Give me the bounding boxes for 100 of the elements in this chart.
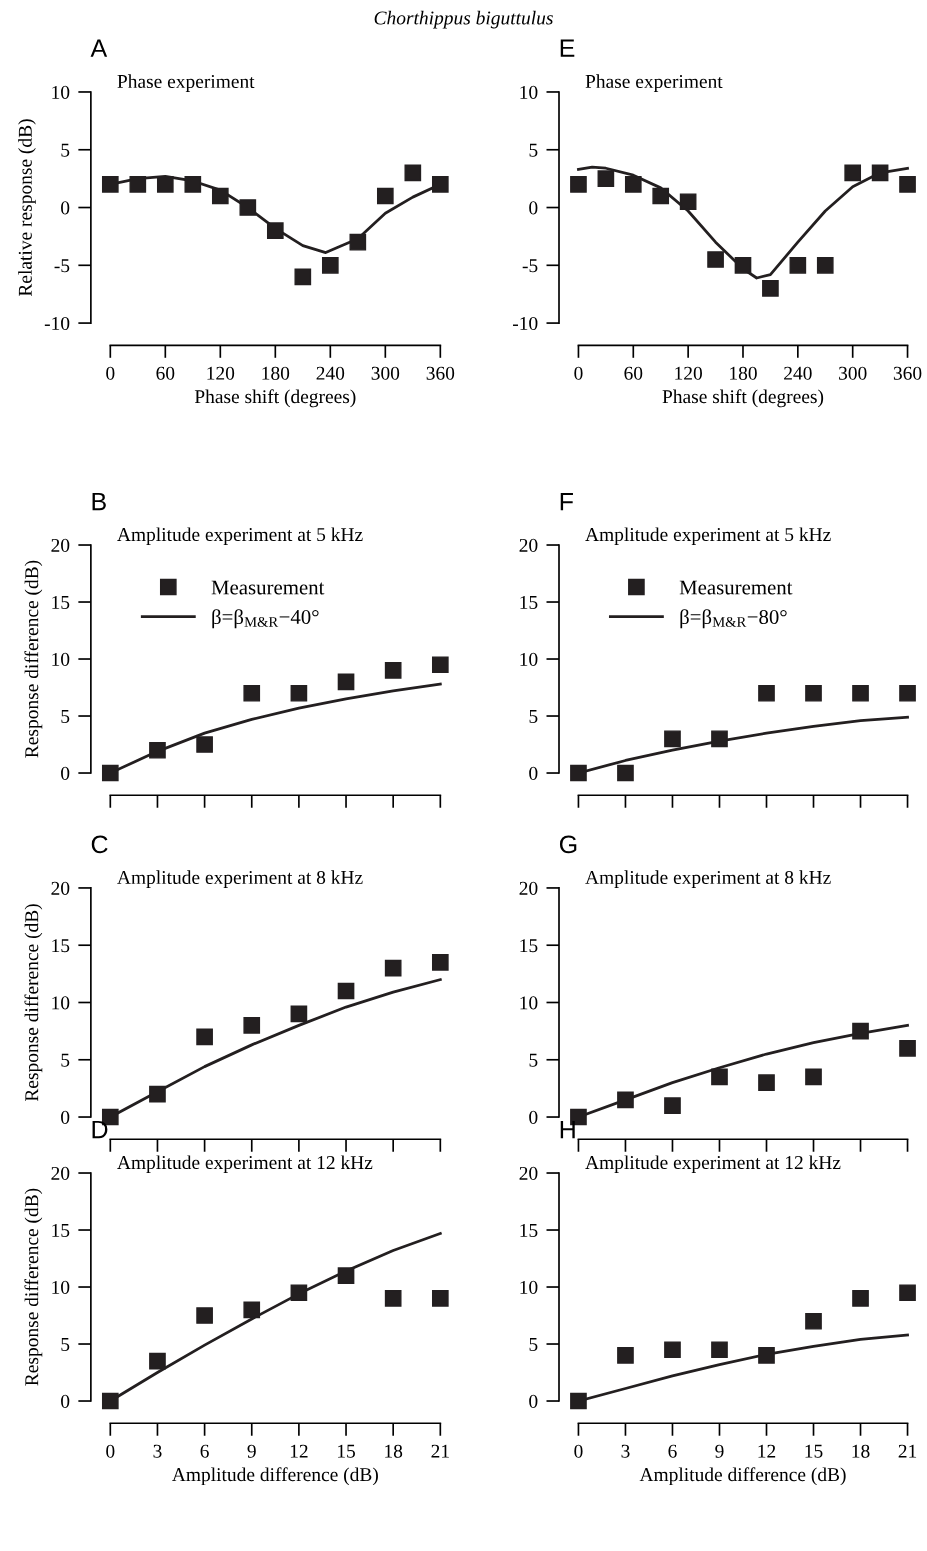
x-tick-label: 240 bbox=[316, 366, 345, 380]
x-tick-label: 12 bbox=[758, 1444, 776, 1458]
x-tick-label: 360 bbox=[426, 366, 455, 380]
x-tick-label: 18 bbox=[852, 1444, 870, 1458]
point bbox=[871, 164, 889, 182]
point bbox=[617, 764, 634, 782]
point bbox=[664, 1341, 681, 1359]
point bbox=[337, 1267, 355, 1284]
point bbox=[762, 280, 779, 297]
x-tick-label: 9 bbox=[715, 1444, 724, 1458]
chart-title: Amplitude experiment at 5 kHz bbox=[585, 527, 831, 546]
point bbox=[376, 187, 394, 205]
y-tick-label: 0 bbox=[529, 1394, 538, 1408]
y-tick-label: -10 bbox=[512, 316, 538, 331]
point bbox=[239, 199, 257, 216]
y-tick-label: 0 bbox=[529, 766, 538, 780]
x-tick-label: 6 bbox=[200, 1444, 209, 1458]
x-tick-label: 12 bbox=[290, 1444, 308, 1458]
y-tick-label: 15 bbox=[52, 939, 70, 953]
y-axis-title: Relative response (dB) bbox=[18, 119, 36, 297]
point bbox=[184, 176, 202, 193]
legend-label: β=β$_{M&R}$−40° bbox=[212, 609, 319, 629]
x-axis-title: Phase shift (degrees) bbox=[194, 389, 356, 408]
chart-title: Amplitude experiment at 8 kHz bbox=[585, 870, 831, 888]
text: H bbox=[560, 1120, 575, 1139]
point bbox=[899, 176, 916, 193]
legend-label: β=β$_{M&R}$−80° bbox=[680, 609, 787, 629]
point bbox=[570, 1392, 587, 1410]
point bbox=[290, 1005, 308, 1023]
y-tick-label: 15 bbox=[52, 595, 70, 609]
y-tick-label: 0 bbox=[61, 201, 70, 215]
point bbox=[129, 176, 147, 193]
point bbox=[899, 1284, 916, 1302]
point bbox=[243, 1017, 261, 1034]
point bbox=[805, 684, 822, 702]
x-tick-label: 180 bbox=[730, 366, 757, 380]
y-tick-label: 20 bbox=[519, 1166, 538, 1180]
point bbox=[789, 256, 807, 274]
text: C bbox=[91, 835, 108, 854]
y-tick-label: 5 bbox=[529, 143, 538, 157]
point bbox=[570, 176, 587, 193]
y-tick-label: 15 bbox=[52, 1223, 70, 1237]
point bbox=[156, 176, 174, 193]
point bbox=[404, 164, 422, 182]
point bbox=[243, 1301, 261, 1319]
point bbox=[290, 1284, 308, 1302]
y-tick-label: 0 bbox=[529, 1110, 538, 1124]
point bbox=[852, 1022, 869, 1040]
y-tick-label: -10 bbox=[44, 316, 70, 331]
point bbox=[101, 176, 119, 193]
point bbox=[805, 1312, 822, 1330]
y-tick-label: 20 bbox=[519, 538, 538, 552]
text: B bbox=[92, 493, 106, 511]
y-tick-label: 0 bbox=[529, 201, 538, 215]
text: G bbox=[559, 835, 577, 854]
x-tick-label: 15 bbox=[805, 1444, 823, 1458]
y-tick-label: 20 bbox=[51, 881, 70, 895]
y-tick-label: 0 bbox=[61, 766, 70, 780]
point bbox=[899, 684, 916, 702]
x-axis-title: Amplitude difference (dB) bbox=[639, 1467, 846, 1486]
x-tick-label: 360 bbox=[893, 366, 922, 380]
point bbox=[290, 684, 308, 702]
point bbox=[431, 656, 449, 674]
point bbox=[664, 730, 681, 748]
point bbox=[431, 954, 449, 971]
y-tick-label: 10 bbox=[52, 996, 70, 1010]
x-tick-label: 240 bbox=[784, 366, 812, 380]
point bbox=[707, 251, 724, 268]
y-tick-label: 0 bbox=[61, 1394, 70, 1408]
point bbox=[349, 233, 367, 251]
x-tick-label: 0 bbox=[106, 1444, 115, 1458]
chart-title: Amplitude experiment at 5 kHz bbox=[117, 527, 363, 546]
y-tick-label: 5 bbox=[61, 710, 70, 723]
y-tick-label: 10 bbox=[52, 652, 70, 666]
point bbox=[758, 1074, 775, 1092]
x-tick-label: 9 bbox=[247, 1444, 256, 1458]
point bbox=[337, 673, 355, 691]
y-tick-label: 10 bbox=[520, 1280, 538, 1294]
y-tick-label: 5 bbox=[61, 143, 70, 157]
y-tick-label: 10 bbox=[520, 85, 538, 99]
y-tick-label: 10 bbox=[520, 652, 538, 666]
point bbox=[899, 1039, 916, 1057]
y-tick-label: 5 bbox=[529, 1338, 538, 1351]
point bbox=[597, 170, 615, 187]
y-tick-label: 10 bbox=[520, 996, 538, 1010]
point bbox=[711, 1341, 728, 1359]
x-tick-label: 6 bbox=[668, 1444, 677, 1458]
point bbox=[149, 741, 166, 759]
y-tick-label: 10 bbox=[52, 1280, 70, 1294]
point bbox=[384, 1290, 402, 1307]
point bbox=[805, 1068, 822, 1086]
point bbox=[149, 1085, 166, 1103]
y-tick-label: 20 bbox=[51, 538, 70, 552]
x-axis-title: Amplitude difference (dB) bbox=[172, 1467, 378, 1486]
x-tick-label: 300 bbox=[371, 366, 400, 380]
line-series bbox=[577, 165, 909, 280]
x-tick-label: 300 bbox=[839, 366, 867, 380]
chart-title: Phase experiment bbox=[117, 74, 255, 92]
point bbox=[196, 736, 213, 753]
point bbox=[337, 982, 355, 1000]
